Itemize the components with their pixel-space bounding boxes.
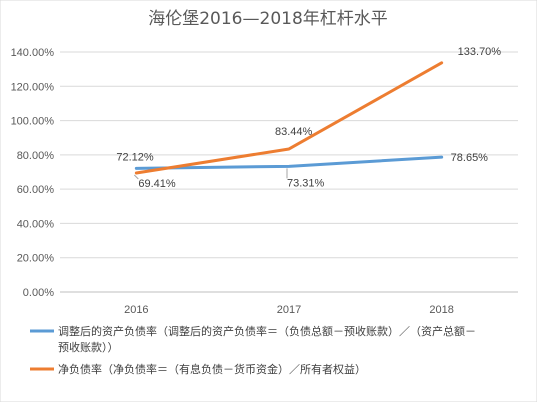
- y-tick-label: 140.00%: [11, 47, 55, 59]
- chart-title: 海伦堡2016—2018年杠杆水平: [148, 9, 388, 29]
- data-label: 69.41%: [138, 178, 176, 190]
- series-lines: [134, 61, 444, 175]
- data-label: 83.44%: [275, 126, 313, 138]
- legend-label-1: 调整后的资产负债率（调整后的资产负债率＝（负债总额－预收账款）／（资产总额－: [58, 324, 476, 338]
- data-label: 73.31%: [287, 177, 325, 189]
- series-line-2: [134, 61, 444, 175]
- y-tick-label: 20.00%: [17, 253, 55, 265]
- y-tick-label: 40.00%: [17, 218, 55, 230]
- series-line-1: [134, 155, 444, 170]
- data-labels: 72.12% 73.31% 78.65% 69.41% 83.44% 133.70%: [116, 46, 501, 190]
- label-leader-line: [133, 174, 139, 180]
- y-tick-label: 100.00%: [11, 116, 55, 128]
- y-tick-label: 80.00%: [17, 150, 55, 162]
- y-tick-label: 120.00%: [11, 81, 55, 93]
- data-label: 133.70%: [458, 46, 502, 58]
- x-tick-label: 2018: [429, 304, 453, 316]
- y-tick-label: 60.00%: [17, 184, 55, 196]
- gridlines: [60, 51, 518, 293]
- x-tick-label: 2017: [277, 304, 301, 316]
- y-tick-label: 0.00%: [23, 287, 54, 299]
- legend-label-1: 预收账款））: [58, 340, 119, 354]
- legend-label-2: 净负债率（净负债率＝（有息负债－货币资金）／所有者权益）: [58, 362, 366, 376]
- data-label: 72.12%: [116, 151, 154, 163]
- x-tick-label: 2016: [124, 304, 148, 316]
- label-leader-lines: [133, 168, 288, 180]
- data-label: 78.65%: [451, 152, 489, 164]
- y-axis-ticks: 0.00% 20.00% 40.00% 60.00% 80.00% 100.00% 120.…: [11, 47, 55, 299]
- x-axis-ticks: 2016 2017 2018: [124, 304, 454, 316]
- legend: 调整后的资产负债率（调整后的资产负债率＝（负债总额－预收账款）／（资产总额－ 预收…: [30, 324, 476, 376]
